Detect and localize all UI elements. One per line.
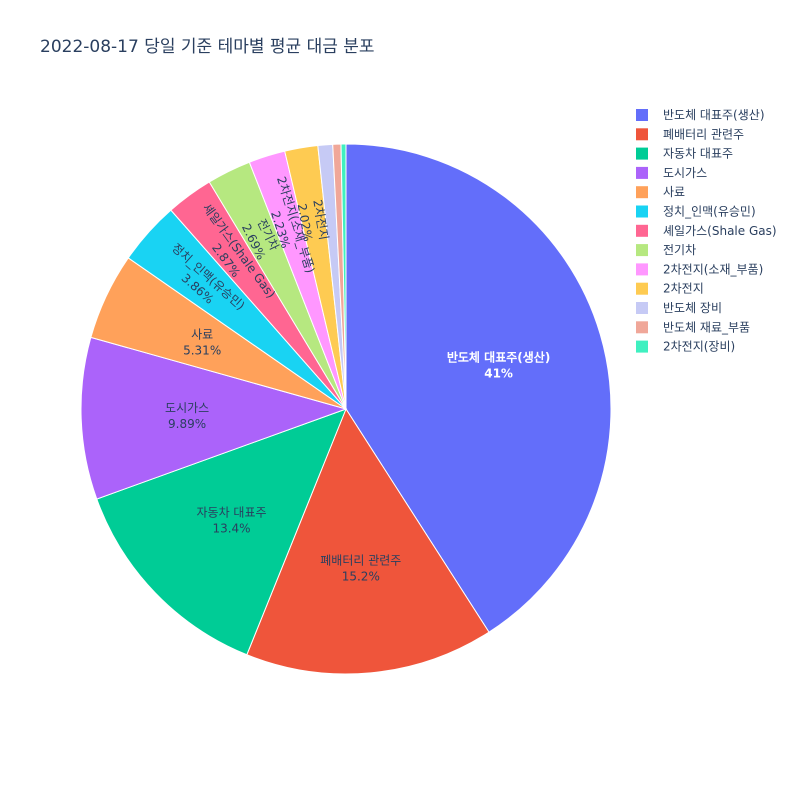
slice-label-percent: 9.89%	[168, 417, 206, 431]
legend-swatch	[636, 263, 648, 276]
slice-label-name: 폐배터리 관련주	[320, 553, 401, 567]
legend-swatch	[636, 186, 648, 199]
legend-item[interactable]: 사료	[636, 185, 685, 199]
legend-item[interactable]: 전기차	[636, 243, 696, 257]
legend-label: 반도체 장비	[663, 301, 722, 315]
legend-item[interactable]: 반도체 재료_부품	[636, 320, 750, 334]
slice-labels: 반도체 대표주(생산) 41% 폐배터리 관련주 15.2% 자동차 대표주 13.4% 도…	[165, 175, 550, 583]
legend-item[interactable]: 2차전지(장비)	[636, 340, 735, 354]
legend-swatch	[636, 166, 648, 179]
slice-label-percent: 41%	[484, 366, 513, 380]
legend-item[interactable]: 정치_인맥(유승민)	[636, 205, 756, 219]
legend-label: 도시가스	[663, 166, 707, 180]
pie-slice[interactable]	[80, 336, 348, 500]
legend-item[interactable]: 2차전지(소재_부품)	[636, 262, 763, 276]
legend-item[interactable]: 반도체 대표주(생산)	[636, 108, 765, 122]
legend-label: 정치_인맥(유승민)	[663, 205, 756, 219]
slice-label-name: 사료	[191, 327, 213, 341]
slice-label-percent: 5.31%	[183, 343, 221, 357]
legend-label: 사료	[663, 185, 685, 199]
slice-label-percent: 2.02%	[295, 203, 315, 243]
legend-label: 2차전지(장비)	[663, 340, 735, 354]
slice-label: 사료 5.31%	[183, 327, 221, 357]
slice-label: 자동차 대표주 13.4%	[196, 505, 266, 535]
legend-item[interactable]: 셰일가스(Shale Gas)	[636, 224, 777, 238]
legend-label: 자동차 대표주	[663, 147, 733, 161]
legend-swatch	[636, 147, 648, 160]
legend-label: 2차전지	[663, 282, 704, 296]
legend-label: 반도체 대표주(생산)	[663, 108, 765, 122]
slice-label: 폐배터리 관련주 15.2%	[320, 553, 401, 583]
legend-label: 폐배터리 관련주	[663, 127, 744, 141]
legend-swatch	[636, 244, 648, 257]
pie-slice[interactable]	[246, 407, 490, 675]
legend-swatch	[636, 321, 648, 334]
legend-swatch	[636, 109, 648, 121]
chart-title: 2022-08-17 당일 기준 테마별 평균 대금 분포	[40, 37, 375, 57]
legend-swatch	[636, 340, 648, 353]
legend-label: 2차전지(소재_부품)	[663, 262, 763, 276]
pie-slice[interactable]	[340, 143, 347, 410]
legend-swatch	[636, 128, 648, 141]
legend-item[interactable]: 자동차 대표주	[636, 147, 733, 161]
slice-label-name: 2차전지	[310, 198, 331, 241]
legend-swatch	[636, 205, 648, 218]
slice-label-name: 도시가스	[165, 401, 209, 415]
slice-label-name: 반도체 대표주(생산)	[447, 349, 550, 364]
slice-label-percent: 15.2%	[342, 569, 380, 583]
slice-label: 도시가스 9.89%	[165, 401, 209, 431]
legend-swatch	[636, 282, 648, 295]
legend-item[interactable]: 도시가스	[636, 166, 707, 180]
pie-slice[interactable]	[96, 408, 347, 656]
legend-swatch	[636, 224, 648, 237]
slice-label: 반도체 대표주(생산) 41%	[447, 349, 550, 380]
legend-label: 셰일가스(Shale Gas)	[663, 224, 777, 238]
legend-label: 전기차	[663, 243, 696, 257]
legend-item[interactable]: 폐배터리 관련주	[636, 127, 744, 141]
pie-slice[interactable]	[345, 143, 612, 633]
legend-item[interactable]: 2차전지	[636, 282, 704, 296]
legend-swatch	[636, 302, 648, 314]
legend-item[interactable]: 반도체 장비	[636, 301, 722, 315]
slice-label-percent: 13.4%	[212, 521, 250, 535]
pie-slices	[80, 143, 612, 675]
slice-label-name: 자동차 대표주	[196, 505, 266, 519]
legend-label: 반도체 재료_부품	[663, 320, 750, 334]
